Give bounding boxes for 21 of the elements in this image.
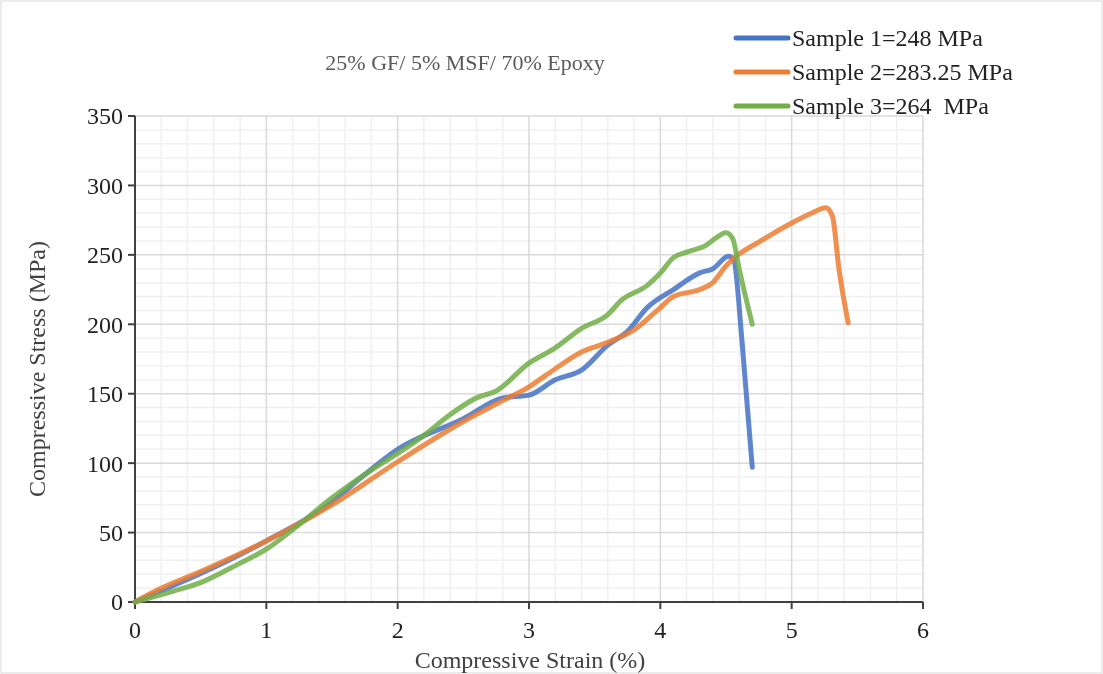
legend-label: Sample 2=283.25 MPa — [792, 59, 1014, 86]
x-tick-label: 0 — [129, 617, 141, 643]
chart-title: 25% GF/ 5% MSF/ 70% Epoxy — [325, 50, 605, 75]
legend-label: Sample 1=248 MPa — [792, 25, 984, 52]
x-axis-title: Compressive Strain (%) — [414, 647, 646, 673]
x-tick-label: 5 — [785, 617, 798, 643]
y-tick-label: 0 — [111, 589, 123, 616]
x-tick-label: 6 — [917, 617, 929, 643]
x-tick-label: 3 — [523, 617, 535, 643]
y-tick-label: 100 — [87, 450, 123, 477]
y-tick-label: 300 — [87, 172, 123, 199]
x-tick-label: 2 — [391, 617, 404, 643]
y-tick-label: 350 — [87, 103, 123, 130]
y-tick-label: 50 — [99, 519, 123, 546]
y-tick-label: 200 — [87, 311, 123, 338]
y-tick-label: 150 — [87, 381, 123, 408]
y-tick-label: 250 — [87, 242, 123, 269]
legend-label: Sample 3=264 MPa — [792, 93, 990, 120]
y-axis-title: Compressive Stress (MPa) — [24, 241, 50, 497]
x-tick-label: 4 — [654, 617, 667, 643]
x-tick-label: 1 — [260, 617, 273, 643]
